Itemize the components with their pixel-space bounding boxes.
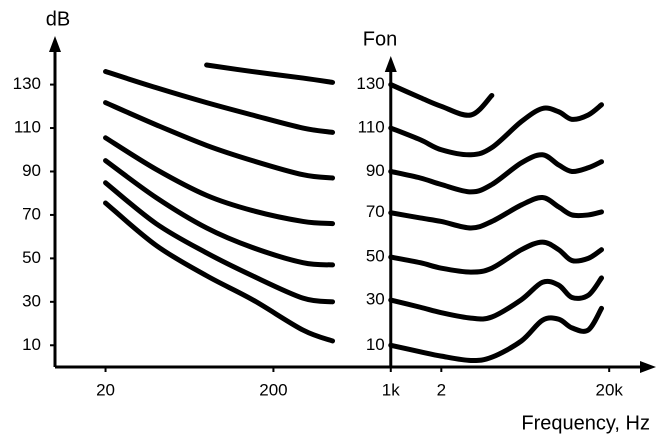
loudness-curve: [103, 69, 605, 158]
curve-axis-label: Fon: [363, 28, 397, 50]
curve-label: 130: [356, 74, 384, 93]
loudness-curve: [103, 180, 605, 322]
y-axis-label: dB: [46, 8, 70, 30]
loudness-curve: [204, 62, 495, 118]
y-tick-label: 50: [22, 248, 41, 267]
y-tick-label: 110: [14, 118, 41, 137]
curve-axis-arrow: [384, 56, 397, 72]
loudness-curve: [103, 135, 605, 231]
y-tick-label: 130: [13, 74, 41, 93]
loudness-curve: [103, 158, 605, 275]
x-tick-label: 20: [96, 380, 115, 399]
loudness-curve: [103, 100, 605, 195]
y-axis-arrow: [49, 36, 61, 52]
curve-label: 10: [366, 335, 385, 354]
y-tick-label: 70: [22, 204, 41, 223]
curve-label: 30: [366, 290, 385, 309]
curve-label: 110: [358, 118, 385, 137]
y-tick-label: 30: [22, 291, 41, 310]
x-tick-label: 1k: [382, 380, 400, 399]
x-tick-label: 200: [259, 380, 287, 399]
x-tick-label: 2: [437, 380, 446, 399]
y-tick-label: 90: [22, 161, 41, 180]
curve-label: 50: [366, 247, 385, 266]
y-tick-label: 10: [22, 335, 41, 354]
curve-label: 90: [366, 161, 385, 180]
x-axis-label: Frequency, Hz: [521, 412, 650, 434]
curve-label: 70: [366, 202, 385, 221]
x-axis-arrow: [640, 361, 656, 373]
loudness-curve: [103, 200, 605, 364]
x-tick-label: 20k: [595, 380, 623, 399]
